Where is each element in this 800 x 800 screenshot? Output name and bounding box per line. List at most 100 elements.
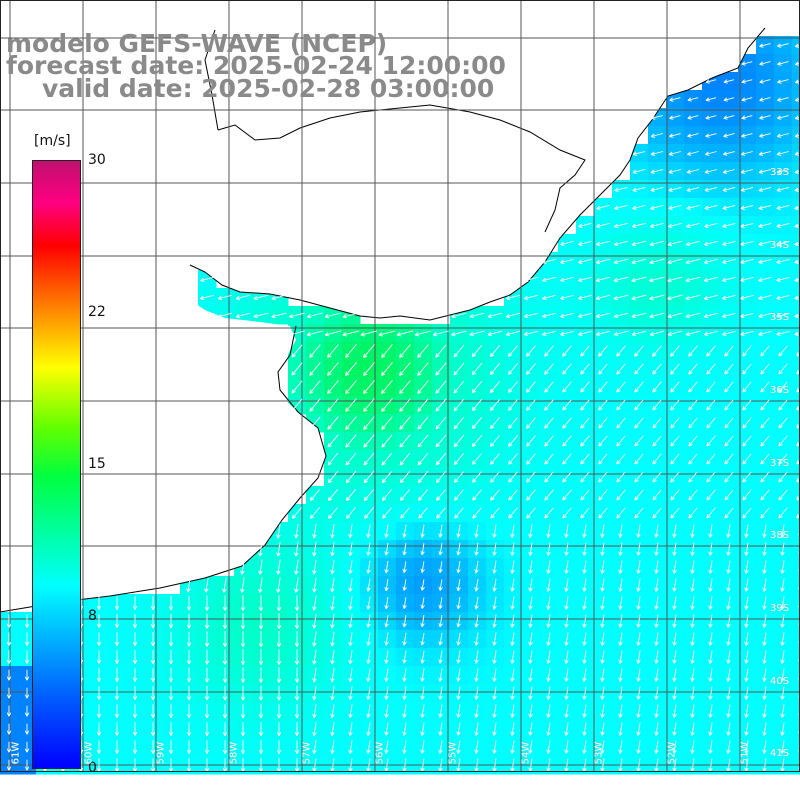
wind-arrow — [690, 758, 695, 772]
wind-arrow — [235, 312, 251, 319]
wind-arrow — [582, 614, 587, 628]
wind-arrow — [222, 595, 228, 611]
wind-arrow — [544, 399, 554, 411]
wind-arrow — [708, 650, 713, 664]
wind-arrow — [600, 614, 605, 628]
wind-arrow — [528, 632, 533, 646]
wind-arrow — [420, 758, 425, 772]
wind-arrow — [726, 704, 731, 718]
wind-arrow — [402, 561, 407, 573]
wind-arrow — [309, 362, 321, 376]
wind-arrow — [420, 632, 425, 646]
wind-cell — [792, 684, 800, 703]
wind-arrow — [564, 758, 569, 772]
wind-arrow — [636, 758, 641, 772]
wind-arrow — [777, 79, 789, 84]
wind-arrow — [6, 687, 12, 699]
wind-arrow — [542, 312, 556, 319]
wind-arrow — [651, 115, 663, 120]
wind-arrow — [435, 344, 447, 358]
wind-arrow — [652, 345, 662, 357]
wind-arrow — [472, 507, 482, 519]
wind-arrow — [544, 345, 554, 357]
wind-arrow — [312, 631, 317, 647]
wind-arrow — [454, 489, 464, 501]
wind-arrow — [402, 632, 407, 646]
wind-arrow — [544, 489, 554, 501]
wind-arrow — [546, 614, 551, 628]
wind-cell — [792, 432, 800, 451]
wind-arrow — [564, 524, 569, 538]
wind-arrow — [492, 632, 497, 646]
wind-arrow — [253, 312, 269, 319]
wind-arrow — [456, 650, 461, 664]
wind-arrow — [402, 704, 407, 718]
wind-arrow — [526, 381, 536, 393]
wind-arrow — [668, 186, 682, 192]
wind-arrow — [652, 381, 662, 393]
wind-arrow — [600, 740, 605, 754]
wind-arrow — [508, 453, 518, 465]
wind-arrow — [528, 524, 533, 538]
wind-arrow — [544, 417, 554, 429]
wind-arrow — [667, 312, 683, 319]
wind-arrow — [330, 722, 335, 736]
wind-arrow — [24, 650, 30, 664]
wind-arrow — [438, 740, 443, 754]
wind-arrow — [384, 524, 389, 538]
wind-arrow — [363, 344, 375, 359]
wind-arrow — [740, 330, 754, 336]
wind-arrow — [780, 686, 785, 700]
wind-arrow — [618, 650, 623, 664]
wind-arrow — [96, 704, 102, 718]
wind-arrow — [417, 398, 429, 412]
wind-cell — [792, 522, 800, 541]
wind-arrow — [600, 578, 605, 592]
wind-arrow — [291, 362, 303, 376]
wind-arrow — [366, 578, 371, 592]
wind-arrow — [258, 685, 264, 701]
wind-arrow — [420, 722, 425, 736]
wind-arrow — [523, 330, 538, 337]
wind-arrow — [776, 330, 790, 336]
wind-arrow — [740, 294, 754, 301]
wind-arrow — [132, 686, 138, 700]
wind-arrow — [438, 524, 443, 538]
wind-arrow — [6, 669, 12, 681]
wind-arrow — [562, 453, 572, 465]
wind-arrow — [723, 97, 735, 102]
wind-arrow — [435, 380, 447, 394]
lon-label: 58W — [228, 741, 240, 765]
wind-arrow — [240, 577, 245, 593]
wind-arrow — [381, 434, 393, 448]
wind-arrow — [363, 398, 375, 412]
wind-arrow — [402, 597, 407, 609]
wind-arrow — [794, 133, 800, 138]
wind-arrow — [780, 704, 785, 718]
wind-arrow — [417, 344, 429, 358]
wind-arrow — [399, 416, 411, 430]
wind-arrow — [760, 417, 770, 429]
wind-arrow — [114, 614, 120, 628]
wind-arrow — [564, 740, 569, 754]
wind-arrow — [780, 542, 785, 556]
wind-arrow — [420, 740, 425, 754]
land-area — [0, 0, 800, 320]
wind-arrow — [600, 650, 605, 664]
wind-arrow — [258, 722, 264, 737]
wind-arrow — [366, 668, 371, 682]
wind-arrow — [528, 542, 533, 556]
wind-arrow — [348, 578, 353, 592]
wind-arrow — [384, 722, 389, 736]
wind-arrow — [708, 542, 713, 556]
wind-arrow — [438, 668, 443, 682]
wind-arrow — [150, 740, 156, 754]
wind-arrow — [613, 258, 629, 265]
wind-arrow — [724, 453, 734, 465]
wind-arrow — [654, 722, 659, 736]
wind-arrow — [613, 240, 629, 247]
wind-arrow — [204, 613, 210, 629]
wind-arrow — [363, 489, 375, 502]
wind-arrow — [636, 578, 641, 592]
wind-arrow — [667, 330, 683, 337]
